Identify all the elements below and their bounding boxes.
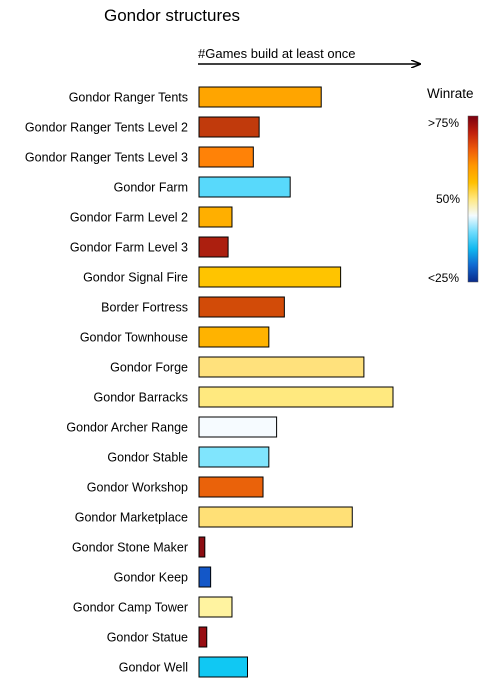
legend-colorbar [467,115,479,283]
category-label: Gondor Well [119,661,188,675]
bar [198,116,260,138]
bar [198,536,206,558]
category-label: Gondor Archer Range [66,421,188,435]
category-label: Gondor Keep [114,571,188,585]
bar [198,506,353,528]
category-label: Gondor Forge [110,361,188,375]
legend-label-high: >75% [428,116,459,130]
legend-label-mid: 50% [436,192,460,206]
category-label: Gondor Ranger Tents Level 3 [25,151,188,165]
bar [198,386,394,408]
category-label: Gondor Statue [107,631,188,645]
bar [198,476,264,498]
x-axis-title: #Games build at least once [198,46,356,61]
category-label: Border Fortress [101,301,188,315]
bar [198,326,270,348]
category-label: Gondor Signal Fire [83,271,188,285]
category-label: Gondor Marketplace [75,511,188,525]
category-label: Gondor Camp Tower [73,601,188,615]
bar [198,176,291,198]
category-label: Gondor Ranger Tents Level 2 [25,121,188,135]
bar [198,296,285,318]
bar [198,626,208,648]
category-label: Gondor Stone Maker [72,541,188,555]
category-label: Gondor Stable [107,451,188,465]
category-label: Gondor Barracks [94,391,188,405]
chart-title: Gondor structures [104,6,241,25]
bar [198,416,278,438]
legend-title: Winrate [427,86,474,101]
bar [198,236,229,258]
bar [198,656,248,678]
bar [198,446,270,468]
bar [198,356,365,378]
bar [198,566,212,588]
category-label: Gondor Farm [114,181,188,195]
bars-group [198,86,394,678]
bar [198,86,322,108]
bar [198,206,233,228]
category-label: Gondor Townhouse [80,331,188,345]
category-labels: Gondor Ranger Tents Gondor Ranger Tents L… [25,91,188,675]
category-label: Gondor Workshop [87,481,188,495]
bar [198,266,342,288]
bar [198,596,233,618]
category-label: Gondor Ranger Tents [69,91,188,105]
legend-label-low: <25% [428,271,459,285]
category-label: Gondor Farm Level 2 [70,211,188,225]
bar [198,146,254,168]
category-label: Gondor Farm Level 3 [70,241,188,255]
